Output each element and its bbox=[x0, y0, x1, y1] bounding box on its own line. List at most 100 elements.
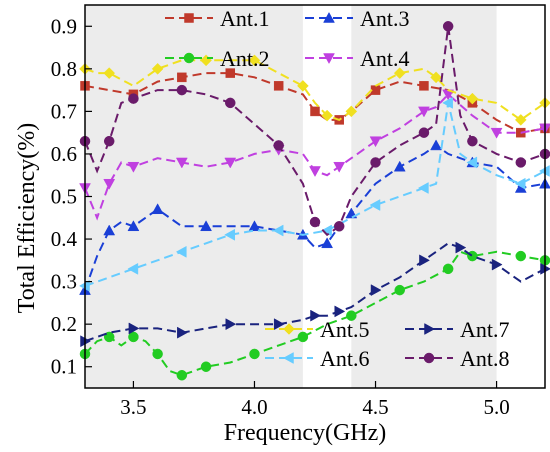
data-point bbox=[103, 135, 115, 147]
data-point bbox=[273, 318, 285, 331]
data-point bbox=[272, 224, 284, 237]
legend-label: Ant.3 bbox=[360, 6, 410, 31]
legend-marker bbox=[424, 323, 436, 335]
data-point bbox=[393, 67, 406, 79]
legend-label: Ant.2 bbox=[220, 46, 270, 71]
data-point bbox=[309, 166, 321, 177]
data-point bbox=[127, 262, 139, 275]
data-point bbox=[417, 182, 429, 194]
series-ant7 bbox=[80, 241, 550, 348]
data-point bbox=[151, 203, 164, 215]
y-tick-label: 0.4 bbox=[51, 227, 78, 251]
data-point bbox=[176, 84, 188, 96]
legend-entry: Ant.8 bbox=[405, 346, 510, 371]
shaded-bands bbox=[85, 5, 497, 388]
data-point bbox=[177, 72, 187, 83]
series-ant8 bbox=[79, 21, 550, 237]
data-point bbox=[103, 67, 116, 79]
legend-entry: Ant.3 bbox=[305, 6, 410, 31]
data-point bbox=[466, 156, 478, 169]
data-point bbox=[297, 80, 309, 92]
legend-label: Ant.8 bbox=[460, 346, 510, 371]
data-point bbox=[514, 114, 527, 126]
data-point bbox=[224, 228, 236, 241]
data-point bbox=[345, 105, 358, 118]
y-tick-label: 0.9 bbox=[51, 14, 77, 38]
data-point bbox=[515, 157, 527, 168]
legend-entry: Ant.1 bbox=[165, 6, 270, 31]
data-point bbox=[418, 106, 430, 118]
data-point bbox=[273, 81, 284, 91]
data-point bbox=[418, 127, 430, 138]
data-point bbox=[225, 97, 236, 109]
data-point bbox=[200, 220, 212, 232]
x-tick-label: 3.5 bbox=[120, 395, 146, 419]
y-tick-label: 0.1 bbox=[51, 355, 77, 379]
data-point bbox=[248, 220, 261, 232]
data-point bbox=[515, 250, 527, 262]
series-line bbox=[84, 26, 546, 237]
data-point bbox=[369, 136, 382, 148]
data-point bbox=[127, 220, 140, 232]
data-point bbox=[103, 224, 116, 236]
data-point bbox=[151, 62, 164, 75]
legend-entry: Ant.7 bbox=[405, 317, 510, 342]
data-point bbox=[127, 161, 140, 173]
data-point bbox=[333, 221, 345, 232]
data-point bbox=[442, 263, 454, 275]
data-point bbox=[370, 284, 382, 297]
series-line bbox=[84, 242, 546, 343]
legend-marker bbox=[183, 52, 195, 64]
data-point bbox=[175, 157, 188, 169]
data-point bbox=[514, 177, 526, 190]
y-tick-label: 0.2 bbox=[51, 312, 77, 336]
legend-marker bbox=[282, 352, 294, 364]
series-ant5 bbox=[79, 54, 550, 126]
x-axis-label: Frequency(GHz) bbox=[224, 420, 387, 446]
data-point bbox=[103, 178, 116, 190]
data-point bbox=[225, 318, 237, 331]
data-point bbox=[419, 254, 430, 267]
legend-entry: Ant.5 bbox=[265, 317, 370, 342]
series-layer bbox=[78, 21, 550, 381]
data-point bbox=[175, 245, 187, 258]
legend-label: Ant.6 bbox=[320, 346, 370, 371]
data-point bbox=[128, 331, 139, 343]
data-point bbox=[442, 96, 453, 109]
data-point bbox=[200, 361, 212, 372]
data-point bbox=[491, 258, 503, 271]
x-tick-label: 4.5 bbox=[362, 395, 388, 419]
legend-label: Ant.4 bbox=[360, 46, 410, 71]
x-tick-label: 4.0 bbox=[241, 395, 267, 419]
data-point bbox=[467, 135, 478, 147]
data-point bbox=[249, 348, 260, 360]
series-line bbox=[84, 144, 546, 291]
data-point bbox=[297, 331, 309, 343]
data-point bbox=[370, 85, 381, 95]
legend-marker bbox=[184, 13, 194, 23]
data-point bbox=[430, 71, 442, 84]
data-point bbox=[273, 140, 284, 151]
data-point bbox=[490, 127, 503, 139]
y-tick-label: 0.3 bbox=[51, 270, 77, 294]
shaded-band bbox=[351, 5, 497, 388]
y-tick-label: 0.7 bbox=[51, 99, 77, 123]
data-point bbox=[370, 157, 381, 168]
legend-entry: Ant.4 bbox=[305, 46, 410, 71]
legend-marker bbox=[323, 53, 335, 65]
y-axis-label: Total Efficiency(%) bbox=[14, 123, 40, 313]
y-tick-label: 0.5 bbox=[51, 185, 77, 209]
series-ant2 bbox=[79, 250, 550, 381]
x-tick-label: 5.0 bbox=[483, 395, 509, 419]
legend-label: Ant.7 bbox=[460, 317, 510, 342]
legend-label: Ant.1 bbox=[220, 6, 270, 31]
data-point bbox=[309, 216, 321, 228]
data-point bbox=[310, 309, 322, 322]
data-point bbox=[430, 139, 442, 151]
data-point bbox=[225, 68, 236, 78]
data-point bbox=[334, 305, 346, 318]
axes: 3.5 4.0 4.5 5.0 0.1 0.2 0.3 0.4 0.5 0.6 0.7 0.8 0.9 bbox=[51, 14, 510, 419]
data-point bbox=[176, 369, 188, 381]
legend: Ant.1 Ant.3 Ant.2 Ant.4 Ant.5 Ant.7 Ant.6 Ant.8 bbox=[165, 6, 510, 371]
